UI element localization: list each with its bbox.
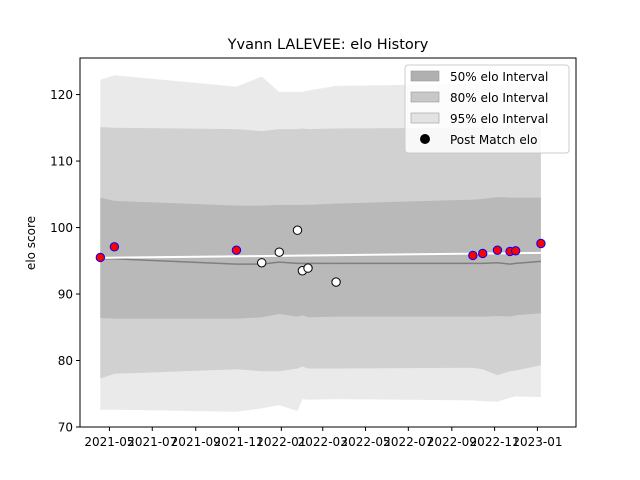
- x-tick-label: 2022-11: [470, 435, 520, 449]
- post-match-point-loss: [274, 247, 284, 257]
- y-tick-label: 80: [58, 354, 73, 368]
- legend-swatch-50-elo-interval: [410, 70, 440, 82]
- axes: 70 80 90 100 110 120 2021-052021-072021-092021…: [50, 57, 577, 449]
- x-tick-label: 2021-11: [213, 435, 263, 449]
- post-match-point-win: [492, 245, 503, 255]
- x-tick-label: 2022-07: [383, 435, 433, 449]
- legend-label-50-elo-interval: 50% elo Interval: [450, 70, 548, 84]
- legend-label-80-elo-interval: 80% elo Interval: [450, 91, 548, 105]
- y-tick-label: 110: [50, 155, 73, 169]
- legend: 50% elo Interval 80% elo Interval 95% elo …: [404, 64, 570, 154]
- post-match-point-win: [95, 252, 106, 263]
- post-match-point-win: [109, 242, 120, 252]
- legend-marker-post-match-elo: [420, 134, 430, 144]
- post-match-point-win: [468, 250, 478, 261]
- y-tick-label: 90: [58, 288, 73, 302]
- y-tick-label: 100: [50, 221, 73, 235]
- legend-label-post-match-elo: Post Match elo: [450, 133, 537, 147]
- x-tick-label: 2021-09: [171, 435, 221, 449]
- post-match-point-loss: [331, 277, 341, 287]
- legend-swatch-95-elo-interval: [410, 112, 440, 124]
- legend-box: [404, 64, 570, 154]
- x-tick-label: 2023-01: [512, 435, 562, 449]
- y-tick-label: 120: [50, 88, 73, 102]
- plot-area: [95, 75, 546, 412]
- chart-title: Yvann LALEVEE: elo History: [227, 37, 429, 53]
- x-tick-label: 2022-01: [256, 435, 306, 449]
- post-match-point-loss: [257, 258, 267, 268]
- post-match-point-win: [536, 238, 546, 249]
- post-match-point-win: [231, 245, 242, 255]
- band-50-elo-interval: [100, 197, 541, 319]
- x-tick-label: 2022-05: [340, 435, 390, 449]
- post-match-point-loss: [303, 263, 313, 273]
- legend-swatch-80-elo-interval: [410, 91, 440, 103]
- post-match-point-win: [477, 248, 488, 259]
- x-tick-label: 2022-03: [298, 435, 348, 449]
- post-match-point-loss: [292, 225, 303, 235]
- post-match-point-win: [510, 246, 521, 256]
- trend-line: [100, 251, 541, 259]
- x-tick-label: 2021-07: [127, 435, 177, 449]
- axes-frame: [79, 57, 577, 428]
- x-tick-label: 2022-09: [427, 435, 477, 449]
- y-axis-label: elo score: [24, 216, 38, 270]
- legend-label-95-elo-interval: 95% elo Interval: [450, 112, 548, 126]
- y-tick-label: 70: [58, 421, 73, 435]
- x-tick-label: 2021-05: [84, 435, 134, 449]
